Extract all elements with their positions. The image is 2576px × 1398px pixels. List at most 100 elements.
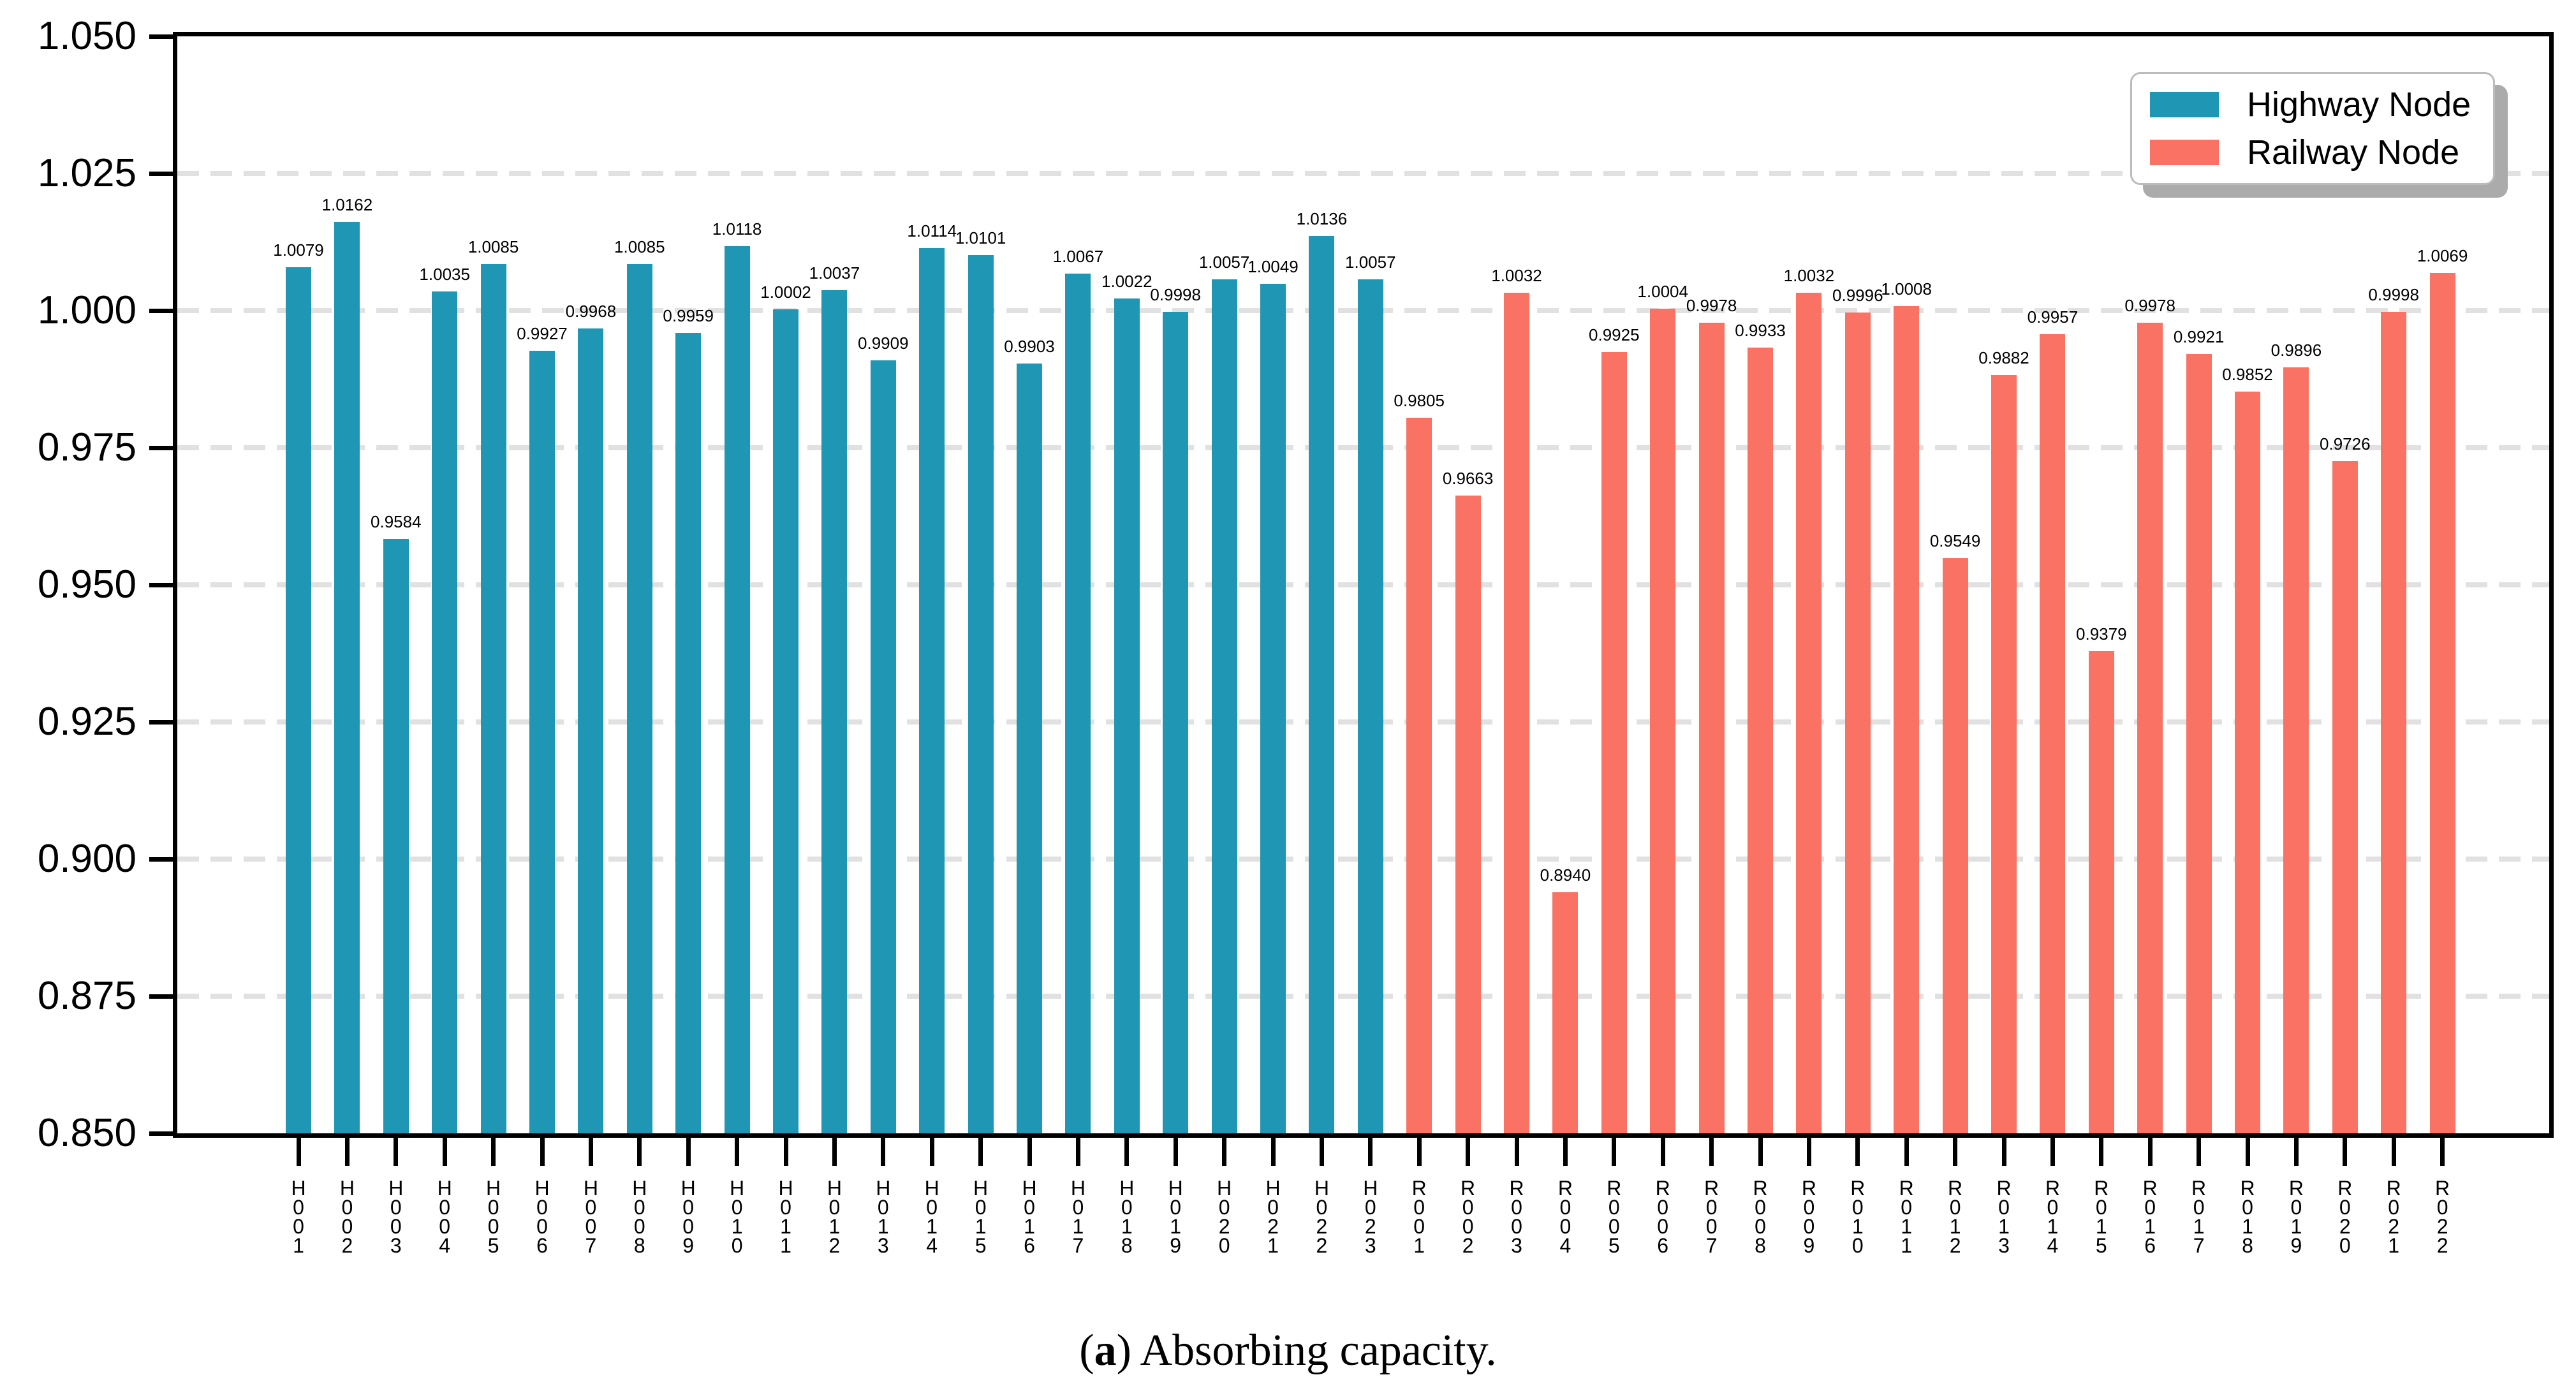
bar-value-R004: 0.8940 [1540, 865, 1591, 885]
bar-value-R016: 0.9978 [2124, 295, 2175, 315]
bar-value-H009: 0.9959 [663, 306, 714, 326]
x-tick-H010 [735, 1138, 740, 1166]
x-tick-H019 [1173, 1138, 1178, 1166]
bar-value-R014: 0.9957 [2027, 307, 2079, 327]
bar-value-H007: 0.9968 [565, 301, 617, 321]
bar-value-H020: 1.0057 [1198, 252, 1250, 272]
x-tick-label-R005: R 0 0 5 [1607, 1177, 1622, 1257]
y-tick-0.950 [149, 582, 177, 587]
bar-value-H002: 1.0162 [321, 195, 373, 214]
bar-H014 [919, 247, 945, 1133]
x-tick-label-H012: H 0 1 2 [827, 1177, 842, 1257]
bar-R007 [1698, 322, 1725, 1133]
x-tick-H011 [783, 1138, 788, 1166]
bar-value-H006: 0.9927 [517, 323, 568, 343]
x-tick-label-H005: H 0 0 5 [486, 1177, 501, 1257]
bar-H012 [821, 290, 848, 1133]
bar-H005 [480, 263, 506, 1133]
x-tick-R006 [1660, 1138, 1665, 1166]
y-tick-label-0.900: 0.900 [37, 837, 136, 881]
bar-value-H017: 1.0067 [1052, 247, 1104, 267]
bar-H016 [1017, 364, 1042, 1133]
bar-H006 [529, 350, 555, 1133]
x-tick-R009 [1806, 1138, 1811, 1166]
x-tick-R003 [1514, 1138, 1519, 1166]
x-tick-label-H016: H 0 1 6 [1022, 1177, 1037, 1257]
caption-text: ) Absorbing capacity. [1116, 1326, 1497, 1375]
y-tick-1.025 [149, 171, 177, 176]
x-tick-H022 [1319, 1138, 1324, 1166]
bar-R003 [1504, 293, 1529, 1133]
bar-R004 [1552, 892, 1579, 1133]
x-tick-H005 [491, 1138, 496, 1166]
bar-value-H013: 0.9909 [858, 334, 909, 353]
y-tick-0.975 [149, 445, 177, 450]
bar-R019 [2283, 367, 2309, 1133]
bar-R015 [2088, 651, 2114, 1133]
bar-H020 [1211, 279, 1237, 1133]
x-tick-R002 [1466, 1138, 1471, 1166]
y-tick-label-0.850: 0.850 [37, 1111, 136, 1155]
y-tick-label-0.975: 0.975 [37, 425, 136, 469]
x-tick-label-R006: R 0 0 6 [1655, 1177, 1670, 1257]
x-tick-label-H003: H 0 0 3 [388, 1177, 404, 1257]
bar-value-R021: 0.9998 [2368, 284, 2419, 304]
x-tick-label-R015: R 0 1 5 [2094, 1177, 2109, 1257]
bar-value-H011: 1.0002 [760, 283, 811, 302]
bar-value-R010: 0.9996 [1832, 286, 1883, 305]
legend-item-highway: Highway Node [2132, 86, 2493, 123]
y-tick-0.925 [149, 719, 177, 725]
x-tick-H003 [394, 1138, 399, 1166]
caption-paren-open: ( [1079, 1326, 1094, 1375]
bar-R010 [1844, 313, 1871, 1133]
x-tick-R020 [2343, 1138, 2348, 1166]
x-tick-label-H004: H 0 0 4 [437, 1177, 452, 1257]
y-tick-1.050 [149, 34, 177, 39]
bar-value-H005: 1.0085 [467, 237, 519, 256]
x-tick-label-H009: H 0 0 9 [681, 1177, 696, 1257]
plot-area: 1.0079 1.0162 0.9584 1.0035 1.0085 0.9927 0.99… [173, 32, 2554, 1138]
x-tick-R018 [2245, 1138, 2250, 1166]
x-tick-label-R012: R 0 1 2 [1948, 1177, 1963, 1257]
gridline-1.025 [177, 171, 2549, 176]
bar-value-H019: 0.9998 [1150, 284, 1201, 304]
x-tick-label-H014: H 0 1 4 [924, 1177, 939, 1257]
bar-H004 [432, 291, 458, 1133]
x-tick-label-R018: R 0 1 8 [2240, 1177, 2255, 1257]
x-tick-label-R014: R 0 1 4 [2045, 1177, 2060, 1257]
x-tick-label-R010: R 0 1 0 [1850, 1177, 1866, 1257]
x-tick-R013 [2001, 1138, 2006, 1166]
y-tick-label-1.000: 1.000 [37, 288, 136, 332]
x-tick-label-R022: R 0 2 2 [2435, 1177, 2450, 1257]
x-tick-label-H007: H 0 0 7 [583, 1177, 598, 1257]
bar-R005 [1601, 351, 1627, 1133]
x-tick-R015 [2099, 1138, 2104, 1166]
bar-R012 [1942, 557, 1968, 1133]
x-tick-R022 [2440, 1138, 2445, 1166]
bar-H010 [724, 246, 750, 1133]
bar-H002 [334, 221, 360, 1133]
x-tick-label-H002: H 0 0 2 [339, 1177, 355, 1257]
x-tick-R014 [2050, 1138, 2055, 1166]
bar-value-R015: 0.9379 [2076, 624, 2127, 644]
x-tick-R016 [2147, 1138, 2153, 1166]
x-tick-H021 [1270, 1138, 1276, 1166]
x-tick-H018 [1124, 1138, 1130, 1166]
x-tick-label-R009: R 0 0 9 [1801, 1177, 1816, 1257]
x-tick-label-H022: H 0 2 2 [1314, 1177, 1329, 1257]
x-tick-label-R019: R 0 1 9 [2288, 1177, 2304, 1257]
y-tick-label-0.950: 0.950 [37, 563, 136, 607]
y-tick-0.875 [149, 994, 177, 999]
x-tick-R001 [1417, 1138, 1422, 1166]
x-tick-H020 [1222, 1138, 1227, 1166]
x-tick-H009 [686, 1138, 691, 1166]
bar-value-H016: 0.9903 [1004, 337, 1055, 357]
x-tick-label-H018: H 0 1 8 [1119, 1177, 1135, 1257]
bar-R018 [2235, 392, 2260, 1133]
bar-value-R003: 1.0032 [1491, 266, 1542, 286]
x-tick-H007 [588, 1138, 593, 1166]
bar-value-R008: 0.9933 [1735, 320, 1786, 340]
x-tick-R010 [1855, 1138, 1860, 1166]
x-tick-H023 [1368, 1138, 1373, 1166]
